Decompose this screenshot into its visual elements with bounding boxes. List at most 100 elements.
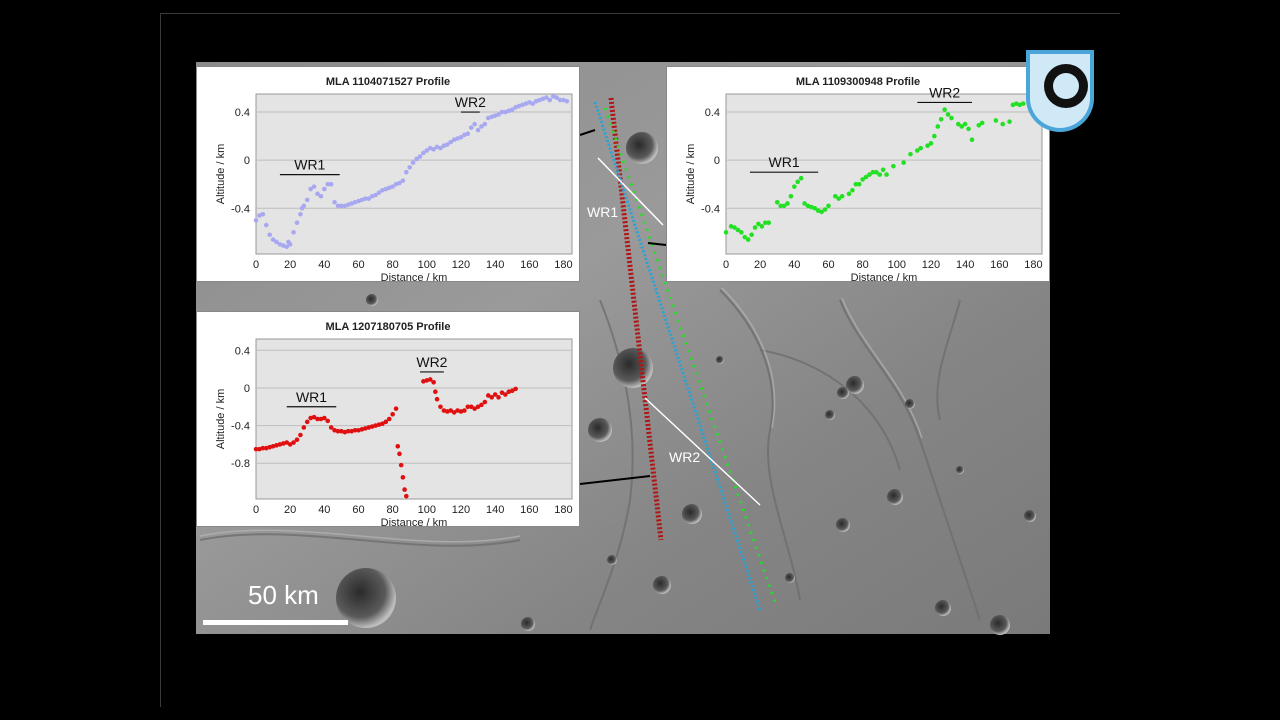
x-tick-label: 0 <box>253 504 259 516</box>
y-tick-label: -0.4 <box>231 421 250 433</box>
data-point <box>856 181 862 187</box>
data-point <box>395 443 401 449</box>
x-tick-label: 100 <box>888 259 906 271</box>
profile-chart-1: 0.4 0 -0.4 0 20 40 60 80 100 120 140 160 180 Distance… <box>215 93 573 283</box>
data-point <box>544 95 549 100</box>
data-point <box>363 196 368 201</box>
data-point <box>742 234 748 240</box>
x-tick-label: 20 <box>284 504 296 516</box>
x-tick-label: 60 <box>822 259 834 271</box>
x-axis-label: Distance / km <box>381 272 448 283</box>
data-point <box>424 148 430 153</box>
data-point <box>260 445 266 451</box>
data-point <box>479 402 484 408</box>
data-point <box>880 167 886 173</box>
x-tick-label: 140 <box>486 259 504 271</box>
data-point <box>496 395 501 400</box>
data-point <box>298 212 303 217</box>
data-point <box>863 174 869 180</box>
data-point <box>496 112 501 117</box>
slide-frame <box>160 13 1120 707</box>
x-tick-label: 0 <box>723 259 729 271</box>
data-point <box>530 101 536 106</box>
data-point <box>397 451 402 457</box>
data-point <box>417 154 423 159</box>
data-point <box>762 220 768 226</box>
data-point <box>445 142 450 147</box>
data-point <box>322 415 327 421</box>
data-point <box>462 408 467 413</box>
profile-chart-2: 0.4 0 -0.4 0 20 40 60 80 100 120 140 160 180 Distance… <box>685 84 1043 283</box>
data-point <box>311 184 317 189</box>
x-axis-label: Distance / km <box>851 272 918 283</box>
data-point <box>298 432 303 438</box>
profile-panel-1: MLA 1104071527 Profile 0.4 0 -0.4 0 20 40 60 80… <box>196 66 580 283</box>
data-point <box>884 172 889 177</box>
data-point <box>812 205 818 211</box>
data-point <box>431 379 436 385</box>
callout-line-1 <box>579 129 596 136</box>
data-point <box>870 169 876 175</box>
x-tick-label: 120 <box>452 504 470 516</box>
data-point <box>366 196 372 201</box>
annotation-label: WR2 <box>929 84 960 100</box>
mla-tracks <box>593 97 778 611</box>
data-point <box>335 203 341 209</box>
chart-title: MLA 1207180705 Profile <box>325 321 451 333</box>
x-tick-label: 60 <box>352 504 364 516</box>
data-point <box>328 181 334 187</box>
x-tick-label: 20 <box>284 259 296 271</box>
data-point <box>891 163 896 169</box>
data-point <box>410 160 416 165</box>
data-point <box>472 121 477 127</box>
y-tick-label: 0.4 <box>705 107 720 119</box>
data-point <box>802 201 807 206</box>
x-tick-label: 160 <box>520 504 538 516</box>
profile-chart-3: 0.4 0 -0.4 -0.8 0 20 40 60 80 100 120 140 160 180 Dist… <box>215 338 573 528</box>
map-label-wr2: WR2 <box>669 449 700 465</box>
x-tick-label: 40 <box>788 259 800 271</box>
map-label-wr1: WR1 <box>587 204 618 220</box>
x-tick-label: 40 <box>318 504 330 516</box>
data-point <box>414 156 419 162</box>
data-point <box>735 227 741 233</box>
data-point <box>325 181 331 187</box>
data-point <box>451 410 457 415</box>
data-point <box>322 186 327 192</box>
data-point <box>433 389 438 395</box>
data-point <box>472 406 477 411</box>
data-point <box>325 418 331 424</box>
data-point <box>547 97 553 103</box>
data-point <box>850 187 855 193</box>
data-point <box>908 151 913 157</box>
data-point <box>836 196 842 201</box>
data-point <box>311 414 317 420</box>
y-axis-label: Altitude / km <box>215 389 227 450</box>
data-point <box>287 242 293 247</box>
data-point <box>468 125 474 130</box>
data-point <box>345 428 351 434</box>
data-point <box>475 127 481 133</box>
y-tick-label: 0 <box>714 155 720 167</box>
annotation-label: WR1 <box>769 154 800 170</box>
data-point <box>398 462 404 468</box>
y-tick-label: 0.4 <box>235 107 250 119</box>
data-point <box>475 404 481 410</box>
data-point <box>915 148 920 153</box>
data-point <box>901 160 906 165</box>
data-point <box>826 203 831 209</box>
y-tick-label: -0.4 <box>231 203 250 215</box>
data-point <box>945 112 951 117</box>
data-point <box>315 191 320 197</box>
data-point <box>1007 119 1012 124</box>
plot-area <box>255 93 573 255</box>
data-point <box>932 133 937 139</box>
data-point <box>795 179 801 185</box>
data-point <box>404 493 409 499</box>
x-tick-label: 80 <box>387 259 399 271</box>
data-point <box>332 199 337 205</box>
callout-line-3 <box>579 475 651 485</box>
data-point <box>993 118 999 123</box>
data-point <box>301 203 307 209</box>
data-point <box>393 406 399 411</box>
